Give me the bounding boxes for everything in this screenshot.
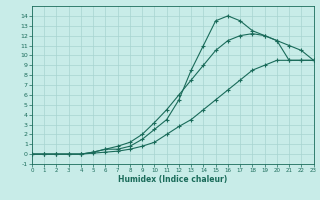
X-axis label: Humidex (Indice chaleur): Humidex (Indice chaleur) [118,175,228,184]
